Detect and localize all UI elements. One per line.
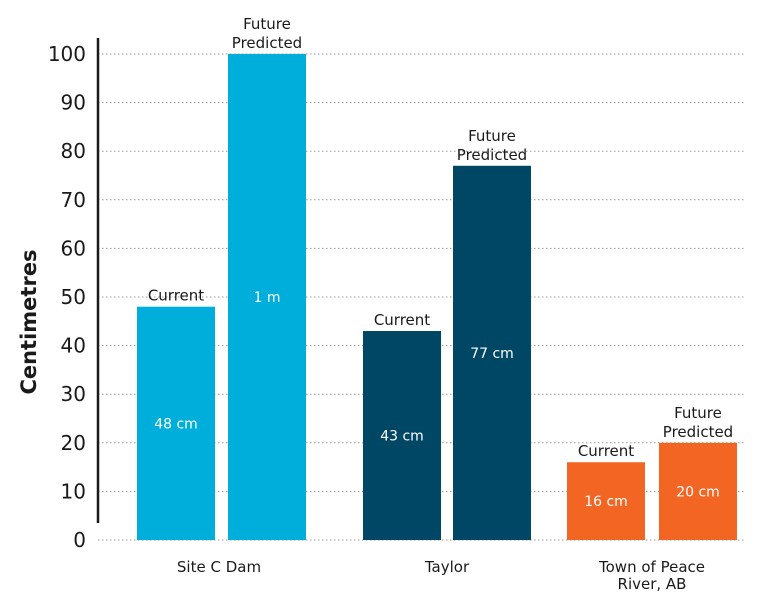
y-tick-label: 90 [61, 91, 86, 115]
category-labels: Site C Dam Taylor Town of Peace River, AB [177, 558, 705, 593]
bar [659, 442, 737, 540]
y-tick-labels: 0 10 20 30 40 50 60 70 80 90 100 [48, 42, 86, 552]
y-tick-label: 70 [61, 188, 86, 212]
y-tick-label: 20 [61, 431, 86, 455]
bar-value-label: 1 m [254, 290, 281, 306]
bar-series-label: Future Predicted [457, 127, 527, 164]
bar-series-label: Current [578, 442, 634, 460]
category-label: Town of Peace River, AB [598, 558, 705, 593]
y-tick-label: 30 [61, 382, 86, 406]
y-tick-label: 50 [61, 285, 86, 309]
bars: 48 cm Current 1 m Future Predicted 43 cm Curre… [137, 15, 737, 540]
y-tick-label: 10 [61, 479, 86, 503]
bar [363, 331, 441, 540]
bar-value-label: 43 cm [380, 429, 424, 445]
bar-series-label: Future Predicted [232, 15, 302, 52]
bar-series-label: Current [374, 311, 430, 329]
bar-value-label: 16 cm [584, 494, 628, 510]
bar-series-label: Current [148, 287, 204, 305]
y-tick-label: 0 [73, 528, 86, 552]
bar-value-label: 20 cm [676, 484, 720, 500]
y-tick-label: 40 [61, 334, 86, 358]
bar-value-label: 48 cm [154, 416, 198, 432]
y-tick-label: 60 [61, 236, 86, 260]
bar [228, 54, 306, 540]
y-tick-label: 80 [61, 139, 86, 163]
y-tick-label: 100 [48, 42, 86, 66]
category-label: Taylor [424, 558, 470, 576]
category-label: Site C Dam [177, 558, 261, 576]
bar [453, 165, 531, 540]
y-axis-label: Centimetres [17, 249, 41, 394]
bar [137, 306, 215, 540]
bar [567, 462, 645, 540]
bar-series-label: Future Predicted [663, 404, 733, 441]
bar-value-label: 77 cm [470, 346, 514, 362]
